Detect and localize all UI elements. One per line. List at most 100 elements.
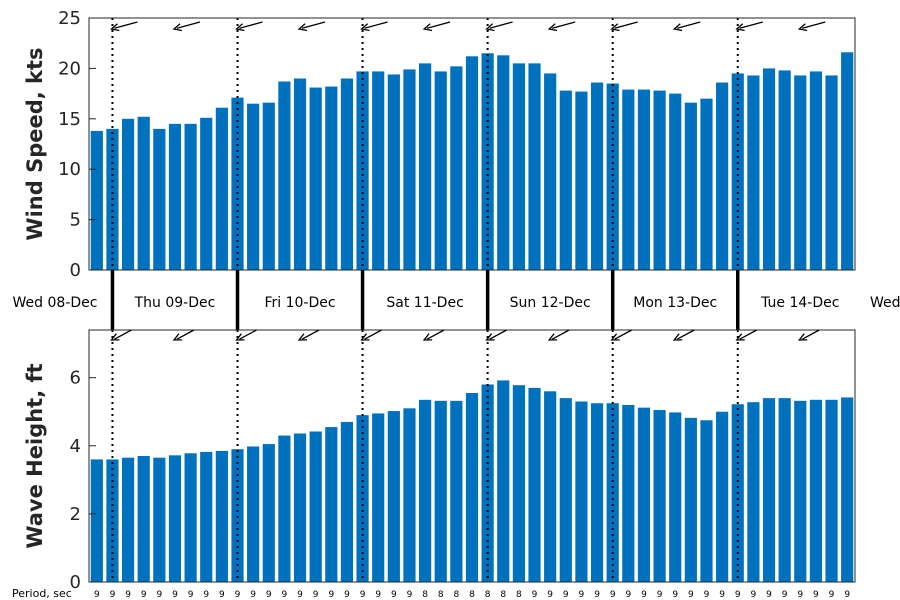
arrow-from-east-northeast-icon: [672, 21, 701, 32]
period-value-10: 9: [250, 590, 256, 600]
wave-bar-15: [325, 427, 338, 582]
period-value-45: 9: [797, 590, 803, 600]
period-value-17: 9: [360, 590, 366, 600]
wind-bar-33: [606, 83, 619, 271]
arrow-from-northeast-icon: [797, 329, 820, 341]
wave-bar-2: [121, 457, 135, 582]
period-value-24: 8: [469, 590, 475, 600]
wave-bar-28: [528, 387, 541, 582]
period-value-41: 9: [735, 590, 741, 600]
wave-bar-4: [153, 457, 166, 582]
period-value-40: 9: [719, 590, 725, 600]
arrow-from-northeast-icon: [235, 329, 257, 341]
period-value-25: 8: [485, 590, 491, 600]
wind-bar-11: [262, 102, 275, 270]
wave-bar-47: [825, 399, 838, 582]
period-value-48: 9: [844, 590, 850, 600]
wind-bar-19: [387, 74, 400, 270]
arrow-from-east-northeast-icon: [797, 21, 826, 32]
wind-bar-21: [419, 63, 432, 270]
wind-ytick-label-4: 20: [58, 58, 81, 79]
period-value-14: 9: [313, 590, 319, 600]
period-value-27: 8: [516, 590, 522, 600]
period-value-42: 9: [751, 590, 757, 600]
wave-bar-22: [434, 400, 447, 582]
arrow-from-northeast-icon: [735, 329, 758, 341]
wind-bar-43: [762, 68, 776, 271]
arrow-from-east-northeast-icon: [297, 21, 326, 32]
period-value-35: 9: [641, 590, 647, 600]
period-row: Period, sec 9 9 9 9 9 9 9 9 9 9 9 9 9 9 9 9 9 9 9 9 9 8 8 8 8 8 8 8 9…: [12, 587, 850, 600]
period-value-32: 9: [594, 590, 600, 600]
period-value-26: 8: [500, 590, 506, 600]
wind-bar-34: [622, 89, 635, 270]
wave-bar-45: [794, 400, 807, 582]
wave-bar-12: [278, 435, 291, 582]
day-label-2: Fri 10-Dec: [264, 295, 335, 311]
period-value-33: 9: [610, 590, 616, 600]
wave-bar-25: [481, 384, 494, 582]
wind-bar-40: [716, 82, 729, 270]
wind-ytick-label-1: 5: [70, 210, 81, 231]
wind-bar-24: [465, 56, 479, 270]
wind-bar-26: [497, 55, 510, 270]
wave-bar-20: [403, 408, 416, 582]
wave-axes-frame: [88, 329, 856, 583]
period-value-19: 9: [391, 590, 397, 600]
wind-y-axis-label: Wind Speed, kts: [23, 47, 47, 240]
wind-bar-29: [544, 73, 557, 270]
period-value-31: 9: [579, 590, 585, 600]
period-value-20: 9: [407, 590, 413, 600]
wind-bar-44: [778, 70, 791, 270]
day-label-band: Wed 08-Dec Thu 09-Dec Fri 10-Dec Sat 11-Dec…: [13, 270, 900, 330]
wind-bar-25: [481, 53, 494, 270]
arrow-from-northeast-icon: [547, 329, 570, 341]
period-value-37: 9: [672, 590, 678, 600]
wind-bar-8: [215, 107, 228, 271]
arrow-from-east-northeast-icon: [422, 21, 451, 32]
wave-bar-30: [559, 398, 572, 582]
arrow-from-east-northeast-icon: [547, 21, 576, 32]
period-value-46: 9: [813, 590, 819, 600]
wave-ytick-label-0: 0: [70, 572, 81, 593]
period-value-43: 9: [766, 590, 772, 600]
period-value-28: 9: [532, 590, 538, 600]
period-value-2: 9: [125, 590, 131, 600]
wind-bar-42: [747, 75, 760, 271]
period-value-13: 9: [297, 590, 303, 600]
wind-bar-36: [653, 90, 666, 270]
wind-bar-17: [356, 71, 369, 270]
arrow-from-northeast-icon: [672, 329, 695, 341]
wave-bar-0: [90, 459, 103, 582]
period-value-23: 8: [454, 590, 460, 600]
wave-bar-36: [653, 410, 666, 582]
wave-bar-6: [184, 453, 197, 582]
wind-ytick-label-5: 25: [58, 8, 81, 29]
wind-bar-45: [794, 75, 807, 271]
wind-bar-28: [528, 63, 541, 270]
wind-bar-27: [512, 63, 525, 270]
period-label: Period, sec: [12, 587, 72, 600]
period-value-6: 9: [188, 590, 194, 600]
wave-bar-37: [669, 412, 682, 582]
wind-ytick-label-2: 10: [58, 159, 81, 180]
wind-bar-3: [137, 116, 150, 270]
wave-bar-16: [340, 421, 354, 582]
arrow-from-northeast-icon: [110, 329, 132, 341]
day-label-0: Wed 08-Dec: [13, 295, 98, 311]
wind-bar-23: [450, 66, 463, 270]
period-value-5: 9: [172, 590, 178, 600]
period-value-21: 8: [422, 590, 428, 600]
period-value-7: 9: [203, 590, 209, 600]
wave-bar-26: [497, 380, 510, 582]
wave-bar-7: [200, 451, 213, 582]
wave-height-panel: 0 2 4 6 Wave Height, ft: [23, 329, 856, 593]
wind-bar-22: [434, 71, 447, 270]
wind-ytick-label-3: 15: [58, 109, 81, 130]
wave-bar-5: [168, 455, 182, 582]
period-value-11: 9: [266, 590, 272, 600]
wind-bar-38: [684, 102, 697, 270]
wave-bar-31: [575, 401, 588, 582]
wind-bar-35: [637, 89, 651, 270]
wave-ytick-label-2: 4: [70, 436, 81, 457]
